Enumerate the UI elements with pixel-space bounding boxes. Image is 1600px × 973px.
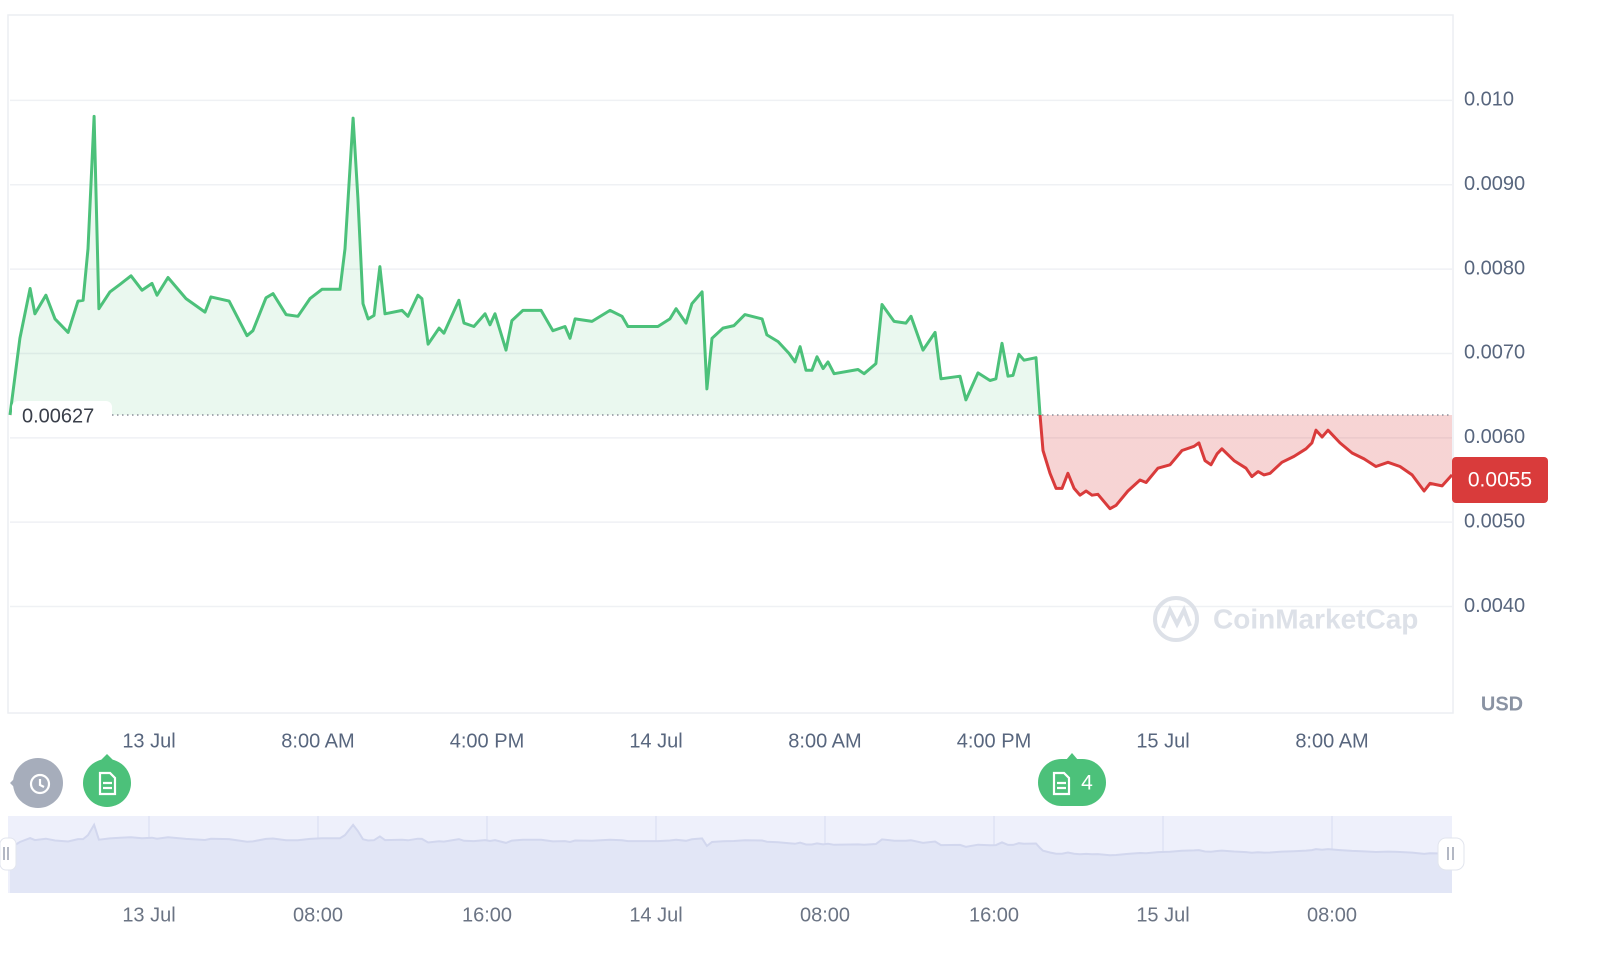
navigator-tick-label: 14 Jul [629, 904, 682, 926]
plot-frame [7, 14, 1454, 714]
y-tick-label: 0.0070 [1464, 342, 1525, 364]
navigator-handle-right[interactable] [1437, 837, 1465, 871]
y-tick-label: 0.0060 [1464, 426, 1525, 448]
y-tick-label: 0.0080 [1464, 257, 1525, 279]
watermark-logo-mark [1161, 605, 1192, 629]
navigator-tick-label: 13 Jul [122, 904, 175, 926]
news-count: 4 [1081, 772, 1093, 795]
history-button[interactable] [13, 758, 63, 808]
navigator-tick-label: 15 Jul [1136, 904, 1189, 926]
watermark-text: CoinMarketCap [1213, 603, 1418, 634]
y-tick-label: 0.0040 [1464, 595, 1525, 617]
watermark-group: CoinMarketCap [1153, 596, 1418, 642]
news-pointer [1066, 753, 1078, 760]
navigator-tick-label: 08:00 [800, 904, 850, 926]
watermark-logo [1153, 596, 1199, 642]
news-icon [1052, 771, 1071, 796]
x-tick-label: 14 Jul [629, 730, 682, 752]
news-count-badge[interactable] [1038, 759, 1106, 806]
price-area [10, 116, 1452, 509]
x-tick-label: 15 Jul [1136, 730, 1189, 752]
y-tick-label: 0.010 [1464, 89, 1514, 111]
news-pointer [101, 754, 113, 760]
x-tick-label: 4:00 PM [957, 730, 1031, 752]
x-tick-label: 8:00 AM [788, 730, 861, 752]
navigator-area [10, 824, 1452, 893]
news-icon [98, 771, 117, 796]
navigator-tick-label: 08:00 [1307, 904, 1357, 926]
currency-label: USD [1481, 693, 1523, 715]
history-icon-hands [38, 779, 45, 788]
x-tick-label: 4:00 PM [450, 730, 524, 752]
y-tick-label: 0.0090 [1464, 173, 1525, 195]
navigator-tick-label: 08:00 [293, 904, 343, 926]
x-tick-label: 13 Jul [122, 730, 175, 752]
plot: 0.00627 [8, 114, 1454, 511]
navigator-tick-label: 16:00 [969, 904, 1019, 926]
reference-label: 0.00627 [22, 405, 94, 427]
x-tick-label: 8:00 AM [1295, 730, 1368, 752]
history-icon [29, 773, 51, 795]
navigator-line [9, 822, 1453, 857]
y-tick-label: 0.0050 [1464, 510, 1525, 532]
current-price-label: 0.0055 [1468, 469, 1532, 492]
price-line [8, 114, 1454, 511]
navigator-content [9, 816, 1453, 893]
navigator-tick-label: 16:00 [462, 904, 512, 926]
reference-label-box [12, 401, 112, 432]
navigator-grip [3, 847, 1454, 860]
current-price-box [1452, 457, 1548, 503]
x-tick-label: 8:00 AM [281, 730, 354, 752]
